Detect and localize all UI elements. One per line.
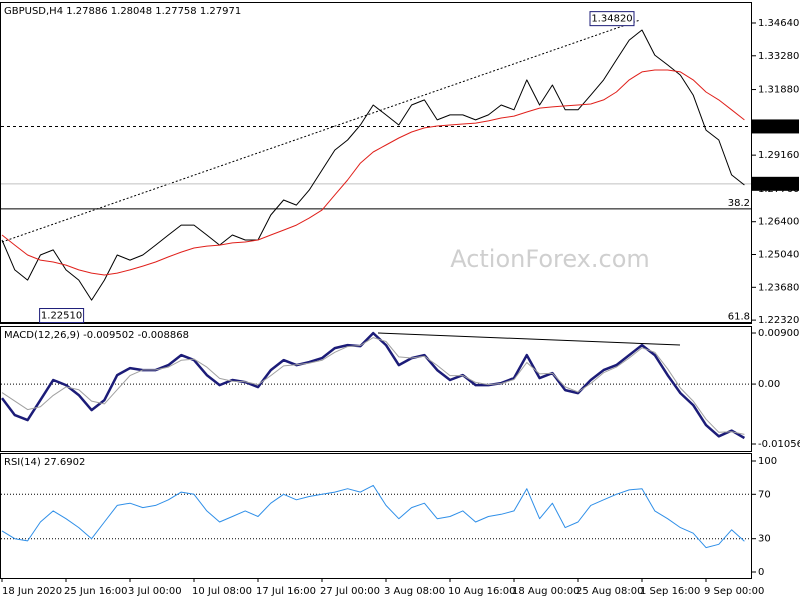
y-tick-label: 1.25040 bbox=[758, 250, 799, 261]
fib-label: 61.8 bbox=[728, 312, 750, 323]
x-tick-label: 1 Sep 16:00 bbox=[640, 586, 700, 597]
macd-title: MACD(12,26,9) -0.009502 -0.008868 bbox=[4, 330, 189, 341]
x-tick-label: 18 Aug 00:00 bbox=[512, 586, 579, 597]
series-line bbox=[1, 29, 745, 301]
x-tick-label: 25 Aug 08:00 bbox=[576, 586, 643, 597]
macd-panel bbox=[0, 326, 752, 452]
y-tick-label: 0.009003 bbox=[758, 328, 800, 339]
price-title: GBPUSD,H4 1.27886 1.28048 1.27758 1.2797… bbox=[4, 6, 241, 17]
y-tick-label: 0 bbox=[758, 567, 764, 578]
divergence-line bbox=[377, 332, 681, 346]
y-tick-label: 0.00 bbox=[758, 379, 780, 390]
series-line bbox=[1, 484, 745, 549]
rsi-panel bbox=[0, 453, 752, 579]
y-tick-label: 100 bbox=[758, 456, 777, 467]
x-tick-label: 3 Aug 08:00 bbox=[384, 586, 445, 597]
extreme-box bbox=[39, 308, 85, 324]
x-tick-label: 18 Jun 2020 bbox=[2, 586, 62, 597]
y-tick-label: 1.22320 bbox=[758, 315, 799, 326]
level-box bbox=[752, 119, 799, 134]
y-tick-label: 1.34640 bbox=[758, 18, 799, 29]
y-tick-label: 1.33280 bbox=[758, 51, 799, 62]
price-panel bbox=[0, 2, 752, 324]
trendline bbox=[1, 19, 641, 243]
level-box bbox=[752, 176, 799, 191]
y-tick-label: 1.31880 bbox=[758, 85, 799, 96]
y-tick-label: 30 bbox=[758, 534, 771, 545]
rsi-title: RSI(14) 27.6902 bbox=[4, 457, 85, 468]
fib-label: 38.2 bbox=[728, 198, 750, 209]
watermark: ActionForex.com bbox=[450, 245, 650, 273]
x-tick-label: 9 Sep 00:00 bbox=[704, 586, 764, 597]
y-tick-label: -0.010566 bbox=[758, 439, 800, 450]
series-line bbox=[1, 337, 745, 435]
y-tick-label: 1.29160 bbox=[758, 150, 799, 161]
extreme-label: 1.34820 bbox=[591, 14, 632, 25]
x-tick-label: 27 Jul 00:00 bbox=[320, 586, 380, 597]
x-tick-label: 17 Jul 16:00 bbox=[256, 586, 316, 597]
y-tick-label: 1.23680 bbox=[758, 282, 799, 293]
series-line bbox=[1, 331, 746, 440]
y-tick-label: 70 bbox=[758, 489, 771, 500]
x-tick-label: 25 Jun 16:00 bbox=[64, 586, 128, 597]
x-tick-label: 10 Aug 16:00 bbox=[448, 586, 515, 597]
level-label: 1.27971 bbox=[756, 179, 797, 190]
extreme-label: 1.22510 bbox=[41, 311, 82, 322]
series-line bbox=[1, 69, 745, 276]
x-tick-label: 10 Jul 08:00 bbox=[192, 586, 252, 597]
x-tick-label: 3 Jul 00:00 bbox=[128, 586, 182, 597]
extreme-box bbox=[589, 11, 635, 27]
level-label: 1.30350 bbox=[756, 121, 797, 132]
y-tick-label: 1.26400 bbox=[758, 217, 799, 228]
